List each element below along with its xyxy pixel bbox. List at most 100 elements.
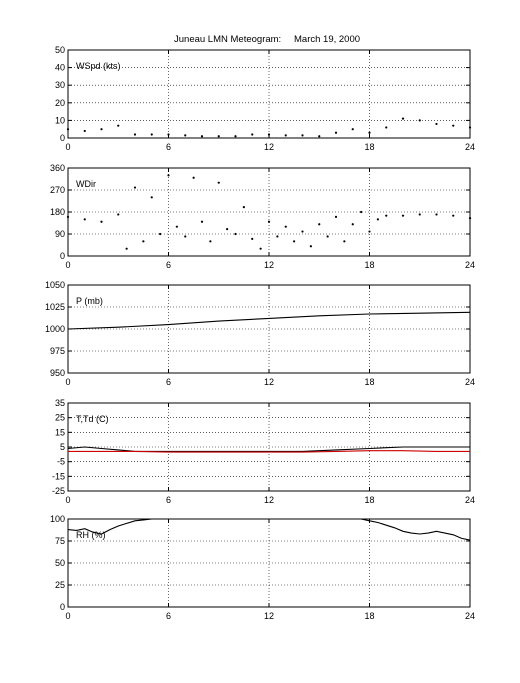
y-tick-label: 5: [60, 442, 65, 452]
data-point: [351, 223, 354, 226]
x-tick-label: 18: [364, 377, 374, 387]
data-point: [468, 217, 472, 220]
x-tick-label: 24: [465, 377, 475, 387]
x-tick-label: 0: [65, 377, 70, 387]
x-tick-label: 0: [65, 611, 70, 621]
y-tick-label: 360: [50, 163, 65, 173]
wind-speed-panel: 0 6 12 18 24 0 10 20 30 40 50 WSpd (kts): [55, 45, 475, 152]
panel-label: T,Td (C): [76, 414, 109, 424]
data-point: [150, 196, 153, 199]
y-tick-label: 15: [55, 427, 65, 437]
data-point: [267, 133, 271, 136]
data-point: [452, 214, 455, 217]
y-tick-label: 1025: [45, 302, 65, 312]
data-point: [284, 225, 287, 228]
x-tick-label: 24: [465, 611, 475, 621]
y-tick-label: 35: [55, 398, 65, 408]
y-tick-label: 100: [50, 514, 65, 524]
data-point: [385, 214, 388, 217]
relative-humidity-panel: 0 6 12 18 24 0 25 50 75 100 RH (%): [50, 514, 475, 621]
data-point: [66, 215, 70, 218]
x-tick-label: 6: [166, 142, 171, 152]
data-point: [117, 124, 120, 127]
data-point: [217, 181, 220, 184]
data-point: [293, 240, 296, 243]
panel-label: WSpd (kts): [76, 61, 121, 71]
axes-frame: [67, 49, 471, 139]
y-tick-label: 1050: [45, 280, 65, 290]
panel-label: RH (%): [76, 530, 106, 540]
x-tick-label: 12: [264, 377, 274, 387]
y-tick-label: 90: [55, 229, 65, 239]
data-point: [167, 174, 170, 177]
x-tick-label: 24: [465, 142, 475, 152]
data-point: [368, 131, 371, 134]
data-point: [192, 176, 195, 179]
series-line: [68, 450, 470, 453]
data-point: [351, 128, 354, 131]
data-point: [184, 134, 187, 137]
data-point: [251, 237, 254, 240]
panel-label: P (mb): [76, 296, 103, 306]
data-point: [234, 232, 237, 236]
y-tick-label: 180: [50, 207, 65, 217]
x-tick-label: 24: [465, 495, 475, 505]
y-tick-label: 0: [60, 133, 65, 143]
data-point: [83, 218, 86, 221]
x-tick-label: 12: [264, 495, 274, 505]
data-point: [401, 117, 405, 120]
data-point: [242, 206, 245, 209]
data-point: [309, 245, 312, 248]
data-point: [226, 228, 229, 231]
data-point: [301, 134, 304, 137]
data-point: [376, 218, 379, 221]
data-point: [276, 235, 279, 238]
data-point: [326, 235, 329, 238]
x-tick-label: 6: [166, 377, 171, 387]
data-point: [343, 240, 346, 243]
data-point: [66, 128, 70, 131]
data-point: [159, 232, 162, 236]
y-tick-label: 50: [55, 45, 65, 55]
y-tick-label: 950: [50, 368, 65, 378]
data-point: [259, 247, 262, 250]
x-tick-label: 6: [166, 260, 171, 270]
y-tick-label: 50: [55, 558, 65, 568]
x-tick-label: 0: [65, 142, 70, 152]
x-tick-label: 18: [364, 142, 374, 152]
data-point: [318, 223, 321, 226]
figure-title-station: Juneau LMN Meteogram:: [174, 34, 281, 45]
y-tick-label: 25: [55, 413, 65, 423]
data-point: [234, 135, 237, 138]
data-point: [360, 210, 363, 214]
data-point: [142, 240, 145, 243]
series-line: [67, 311, 471, 330]
data-point: [175, 225, 178, 228]
y-tick-label: 20: [55, 98, 65, 108]
pressure-panel: 0 6 12 18 24 950 975 1000 1025 1050 P (mb): [45, 280, 475, 387]
data-point: [133, 186, 137, 189]
y-tick-label: 30: [55, 80, 65, 90]
data-point: [133, 133, 137, 136]
x-tick-label: 6: [166, 611, 171, 621]
data-point: [184, 235, 187, 238]
panel-label: WDir: [76, 179, 96, 189]
wind-direction-panel: 0 6 12 18 24 0 90 180 270 360 WDir: [50, 163, 475, 270]
y-tick-label: -25: [52, 486, 65, 496]
data-point: [401, 214, 405, 217]
data-point: [334, 131, 338, 134]
y-tick-label: 975: [50, 346, 65, 356]
x-tick-label: 12: [264, 611, 274, 621]
x-tick-label: 24: [465, 260, 475, 270]
data-point: [418, 213, 421, 216]
y-tick-label: 40: [55, 63, 65, 73]
data-point: [385, 126, 388, 129]
x-tick-label: 6: [166, 495, 171, 505]
data-point: [468, 126, 472, 129]
data-point: [117, 213, 120, 216]
data-point: [217, 135, 220, 138]
data-point: [284, 134, 287, 137]
data-point: [452, 124, 455, 127]
data-point: [167, 133, 170, 136]
